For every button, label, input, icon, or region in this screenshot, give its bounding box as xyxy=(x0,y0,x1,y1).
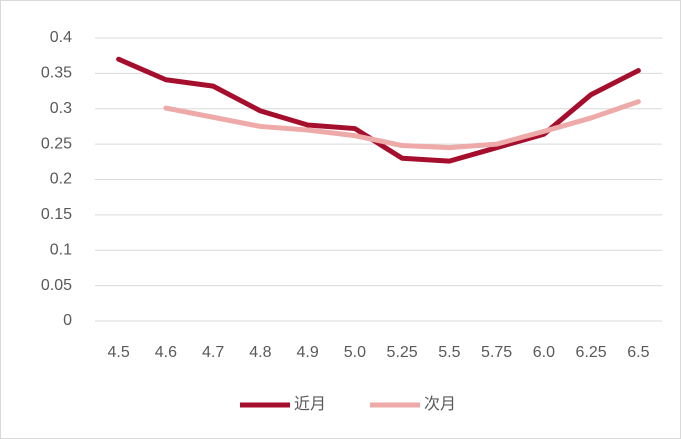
series-line xyxy=(163,99,641,151)
x-tick-label: 5.25 xyxy=(387,344,418,361)
x-tick-label: 6.5 xyxy=(627,344,649,361)
y-tick-label: 0.1 xyxy=(50,241,72,258)
x-tick-label: 4.8 xyxy=(249,344,271,361)
x-tick-label: 4.5 xyxy=(108,344,130,361)
x-tick-label: 6.25 xyxy=(576,344,607,361)
x-tick-label: 4.6 xyxy=(155,344,177,361)
x-tick-label: 5.0 xyxy=(344,344,366,361)
x-tick-label: 6.0 xyxy=(533,344,555,361)
legend-label: 次月 xyxy=(424,395,456,413)
y-tick-label: 0.2 xyxy=(50,171,72,188)
y-tick-label: 0.25 xyxy=(41,135,72,152)
y-tick-label: 0.15 xyxy=(41,206,72,223)
y-tick-label: 0.35 xyxy=(41,65,72,82)
x-tick-label: 5.75 xyxy=(481,344,512,361)
x-tick-label: 4.7 xyxy=(202,344,224,361)
y-tick-label: 0 xyxy=(63,312,72,329)
legend-label: 近月 xyxy=(294,395,326,413)
y-tick-label: 0.05 xyxy=(41,277,72,294)
x-tick-label: 5.5 xyxy=(438,344,460,361)
y-tick-label: 0.4 xyxy=(50,29,72,46)
y-tick-label: 0.3 xyxy=(50,100,72,117)
x-tick-label: 4.9 xyxy=(297,344,319,361)
